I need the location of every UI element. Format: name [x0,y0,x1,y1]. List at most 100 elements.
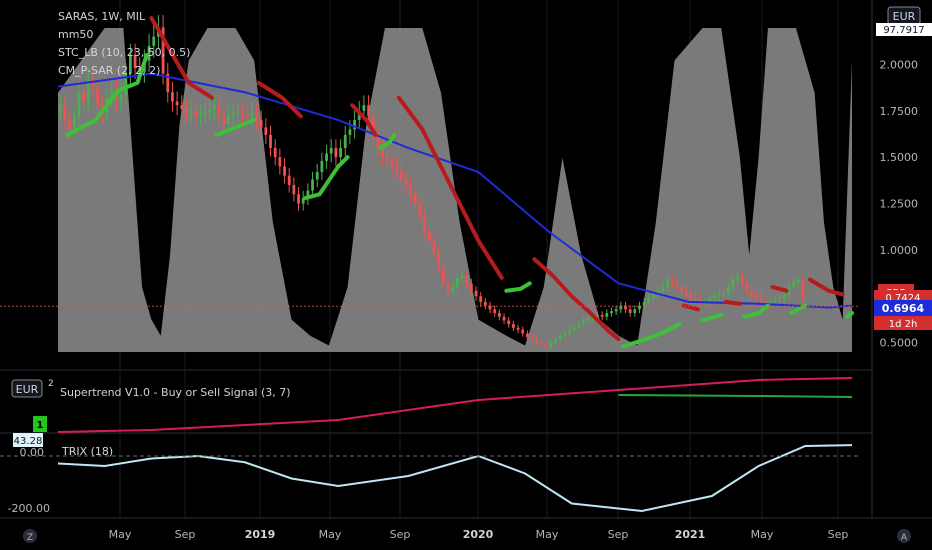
candle-body [796,279,800,282]
sar-segment-down [256,80,303,119]
last-price: 0.6964 [882,302,925,315]
candle-body [86,79,90,102]
candle-body [124,73,128,95]
currency-value-box [876,23,932,36]
candle-body [642,301,646,306]
time-label: Sep [608,528,629,541]
sar-segment-down [350,103,378,137]
candle-body [427,231,431,241]
trix-indicator-label[interactable]: TRIX (18) [61,445,113,458]
candle-body [287,175,291,185]
candle-body [231,112,235,117]
candle-body [563,333,567,336]
candle-body [460,275,464,278]
legend-psar[interactable]: CM_P-SAR (2, 2, 2) [58,64,160,77]
candle-body [670,279,674,284]
time-label: 2019 [245,528,276,541]
candle-body [624,305,627,310]
candle-body [241,112,244,115]
price-scale[interactable]: 2.0000 1.7500 1.5000 1.2500 1.0000 0.5000 [880,58,919,349]
candle-body [600,314,604,317]
candle-body [558,335,562,340]
candle-body [152,36,156,46]
symbol-title: SARAS, 1W, MIL [58,10,146,23]
candle-body [540,342,543,345]
candle-body [199,114,202,117]
candle-body [171,92,174,102]
candle-body [768,301,772,303]
signal-value: 1 [37,420,44,431]
candle-body [110,90,114,98]
pane2-indicator-label[interactable]: Supertrend V1.0 - Buy or Sell Signal (3,… [60,386,291,399]
candle-body [483,301,487,306]
candle-body [451,287,455,291]
time-label: 2021 [675,528,706,541]
pane2-currency: EUR [16,383,39,396]
trix-value-box [13,433,43,447]
legend-mm50[interactable]: mm50 [58,28,93,41]
time-label: 2020 [463,528,494,541]
candle-body [395,166,399,173]
candle-body [180,105,184,109]
candle-body [362,105,366,111]
candle-body [320,160,324,173]
trix-line [57,444,853,513]
sar-segment-down [681,303,700,312]
candle-body [315,172,319,180]
candle-body [432,240,436,254]
time-label: Sep [828,528,849,541]
time-axis[interactable]: May Sep 2019 May Sep 2020 May Sep 2021 May Sep [109,528,849,541]
candle-body [511,324,515,328]
candle-body [647,298,651,302]
time-label: May [536,528,559,541]
candle-body [413,194,417,204]
pane2-currency-badge[interactable] [11,379,43,398]
candle-body [698,300,702,302]
candle-body [213,105,216,109]
candle-body [329,147,333,154]
candle-body [409,185,413,195]
candle-body [689,294,693,299]
candle-body [502,316,506,321]
candle-body [554,339,557,343]
candle-body [610,311,613,314]
candle-body [133,55,137,69]
time-label: May [109,528,132,541]
candle-body [367,105,370,117]
zoom-icon[interactable] [23,529,37,543]
candle-body [381,147,385,158]
trix-tick-neg200: -200.00 [8,502,50,515]
candle-body [404,179,408,185]
candle-body [278,157,282,167]
legend-stc[interactable]: STC_LB (10, 23, 50, 0.5) [58,46,190,59]
sar-group [65,16,854,349]
candle-body [754,296,758,299]
candle-body [619,305,623,310]
candle-body [325,153,328,161]
candle-body [684,290,688,295]
candle-body [521,329,525,334]
candle-body [628,309,632,314]
candle-body [507,320,511,325]
candle-body [437,253,441,269]
candle-body [497,313,501,317]
candle-body [675,283,679,288]
candle-body [82,92,86,102]
price-tick: 1.2500 [880,198,919,211]
candle-body [596,314,599,317]
candle-body [264,127,268,135]
time-label: May [319,528,342,541]
candle-body [787,287,791,295]
candle-body [385,157,389,161]
candle-body [745,283,749,291]
sar-segment-up [789,303,808,316]
countdown: 1d 2h [889,319,918,330]
last-price-box [874,300,932,316]
candle-body [343,134,347,148]
candle-body [269,134,272,148]
price-tick: 1.5000 [880,151,919,164]
currency-label: EUR [893,10,916,23]
sar-segment-up [65,53,149,137]
auto-scale-icon[interactable] [897,529,911,543]
